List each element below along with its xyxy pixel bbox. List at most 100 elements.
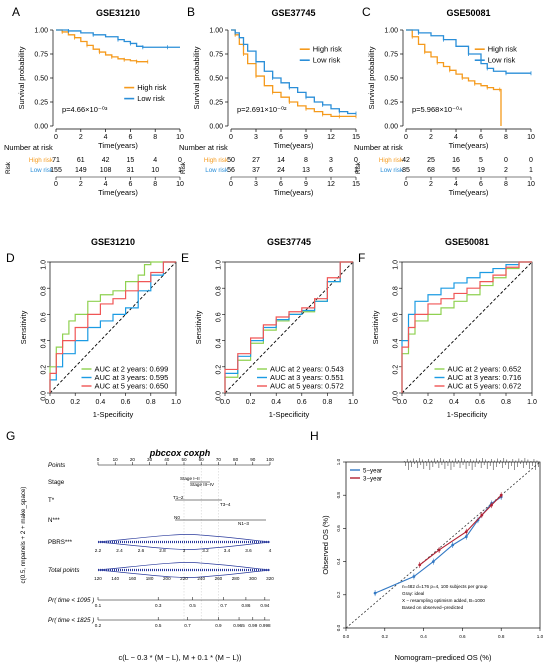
pbrs-tick-label: 2.2 bbox=[95, 548, 102, 553]
x-tick-label: 3 bbox=[254, 134, 258, 141]
pr1095-tick-label: 0.5 bbox=[189, 603, 196, 608]
pbrs-tick-label: 3.6 bbox=[245, 548, 252, 553]
p-value-label: p=2.691×10⁻⁰² bbox=[237, 105, 287, 114]
km-curve-high-risk bbox=[231, 29, 356, 118]
x-tick-label: 0 bbox=[404, 134, 408, 141]
panel-title: GSE31210 bbox=[96, 8, 140, 18]
x-axis-label: Time(years) bbox=[449, 141, 489, 150]
x-tick-label: 4 bbox=[454, 134, 458, 141]
risk-axis-label: Risk bbox=[5, 161, 12, 174]
y-tick-label: 0.00 bbox=[34, 124, 48, 131]
risk-count: 2 bbox=[504, 167, 508, 174]
panel-letter: C bbox=[362, 5, 371, 19]
calibration-note: n=482 d=176 p=4, 100 subjects per group bbox=[402, 584, 488, 589]
total-tick-label: 260 bbox=[215, 576, 223, 581]
y-tick-label: 0.50 bbox=[384, 76, 398, 83]
panel-letter: A bbox=[12, 5, 20, 19]
y-tick-label: 0.8 bbox=[336, 492, 341, 499]
pr1825-tick-label: 0.99 bbox=[248, 623, 257, 628]
pbrs-tick-label: 2.6 bbox=[138, 548, 145, 553]
calibration-point bbox=[431, 560, 435, 563]
points-tick-label: 70 bbox=[216, 457, 222, 462]
risk-x-tick-label: 4 bbox=[104, 181, 108, 188]
risk-x-tick-label: 6 bbox=[279, 181, 283, 188]
calibration-point bbox=[480, 513, 484, 517]
row-label-n: N*** bbox=[48, 517, 60, 524]
legend-label: High risk bbox=[137, 83, 166, 92]
y-tick-label: 1.0 bbox=[393, 260, 400, 270]
y-tick-label: 0.4 bbox=[216, 338, 223, 348]
total-distribution bbox=[97, 562, 271, 578]
x-axis-label: Nomogram−prediced OS (%) bbox=[395, 653, 492, 662]
calibration-point bbox=[464, 530, 468, 534]
x-tick-label: 0.0 bbox=[343, 634, 350, 639]
risk-count: 42 bbox=[402, 157, 410, 164]
pr1825-tick-label: 0.2 bbox=[95, 623, 102, 628]
risk-x-axis-label: Time(years) bbox=[98, 188, 138, 197]
x-tick-label: 0.8 bbox=[323, 399, 333, 406]
points-tick-label: 50 bbox=[181, 457, 187, 462]
y-tick-label: 0.6 bbox=[216, 312, 223, 322]
x-axis-label: c(L − 0.3 * (M − L), M + 0.1 * (M − L)) bbox=[118, 653, 242, 662]
x-tick-label: 0 bbox=[229, 134, 233, 141]
points-tick-label: 90 bbox=[250, 457, 256, 462]
total-tick-label: 320 bbox=[266, 576, 274, 581]
legend-label: AUC at 3 years: 0.716 bbox=[448, 373, 522, 382]
risk-count: 50 bbox=[227, 157, 235, 164]
y-tick-label: 0.25 bbox=[34, 100, 48, 107]
y-tick-label: 0.4 bbox=[393, 338, 400, 348]
y-tick-label: 1.00 bbox=[384, 28, 398, 35]
legend-label: High risk bbox=[313, 45, 342, 54]
legend-label: 3−year bbox=[363, 476, 382, 483]
risk-count: 61 bbox=[77, 157, 85, 164]
risk-count: 16 bbox=[452, 157, 460, 164]
risk-x-tick-label: 6 bbox=[128, 181, 132, 188]
risk-table-title: Number at risk bbox=[179, 143, 228, 152]
y-axis-label: Sensitivity bbox=[19, 310, 28, 344]
total-tick-label: 180 bbox=[146, 576, 154, 581]
pr1825-tick-label: 0.965 bbox=[233, 623, 245, 628]
x-tick-label: 0.0 bbox=[220, 399, 230, 406]
pr1095-tick-label: 0.86 bbox=[241, 603, 250, 608]
y-tick-label: 1.0 bbox=[336, 458, 341, 465]
legend-label: AUC at 5 years: 0.650 bbox=[95, 382, 169, 391]
risk-count: 1 bbox=[529, 167, 533, 174]
risk-row-label: High risk bbox=[379, 157, 404, 164]
x-tick-label: 0.2 bbox=[423, 399, 433, 406]
total-tick-label: 120 bbox=[94, 576, 102, 581]
y-tick-label: 1.00 bbox=[209, 28, 223, 35]
x-tick-label: 0.6 bbox=[459, 634, 466, 639]
y-tick-label: 0.6 bbox=[41, 312, 48, 322]
y-tick-label: 0.0 bbox=[41, 391, 48, 401]
y-tick-label: 0.50 bbox=[209, 76, 223, 83]
points-tick-label: 10 bbox=[113, 457, 119, 462]
risk-table-title: Number at risk bbox=[354, 143, 403, 152]
panel-title: GSE31210 bbox=[91, 237, 135, 247]
risk-count: 14 bbox=[277, 157, 285, 164]
risk-count: 56 bbox=[227, 167, 235, 174]
x-tick-label: 10 bbox=[527, 134, 535, 141]
risk-count: 42 bbox=[102, 157, 110, 164]
pr1825-tick-label: 0.998 bbox=[259, 623, 271, 628]
row-label-points: Points bbox=[48, 462, 65, 469]
legend-label: AUC at 5 years: 0.572 bbox=[270, 382, 344, 391]
risk-row-label: High risk bbox=[29, 157, 54, 164]
risk-count: 155 bbox=[50, 167, 62, 174]
reference-diagonal bbox=[224, 261, 354, 394]
calibration-point bbox=[418, 563, 422, 567]
total-tick-label: 140 bbox=[111, 576, 119, 581]
x-tick-label: 0.8 bbox=[501, 399, 511, 406]
risk-count: 31 bbox=[127, 167, 135, 174]
y-tick-label: 0.0 bbox=[216, 391, 223, 401]
total-tick-label: 240 bbox=[197, 576, 205, 581]
risk-x-tick-label: 8 bbox=[153, 181, 157, 188]
y-tick-label: 0.0 bbox=[393, 391, 400, 401]
x-tick-label: 0.4 bbox=[420, 634, 427, 639]
y-axis-label: Sensitivity bbox=[371, 310, 380, 344]
legend-label: Low risk bbox=[488, 56, 516, 65]
risk-x-axis-label: Time(years) bbox=[449, 188, 489, 197]
pbrs-distribution bbox=[97, 534, 271, 550]
legend-label: AUC at 3 years: 0.551 bbox=[270, 373, 344, 382]
x-tick-label: 0.4 bbox=[449, 399, 459, 406]
